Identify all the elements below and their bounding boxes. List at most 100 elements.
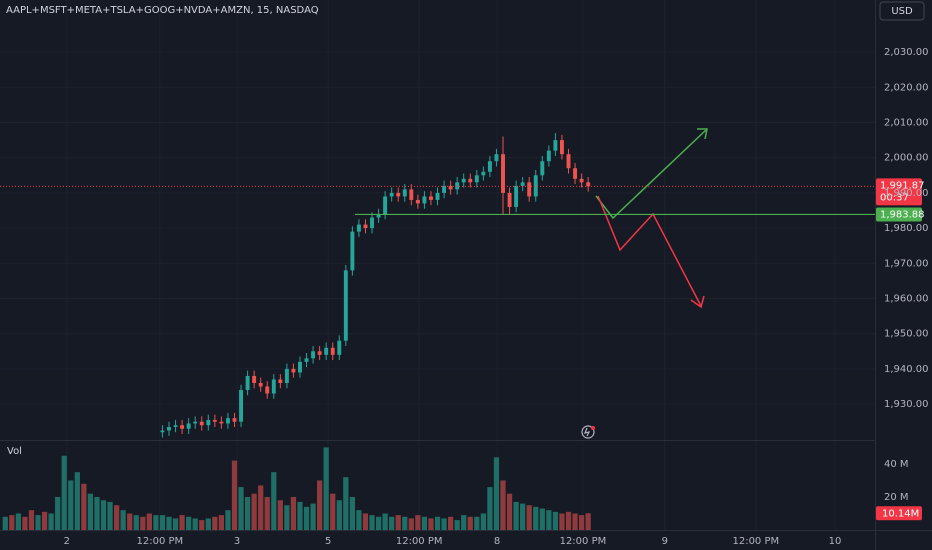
last-volume-box (876, 506, 922, 521)
volume-bar (467, 516, 473, 530)
volume-bar (565, 511, 572, 530)
volume-bar (159, 515, 166, 530)
volume-bar (395, 515, 401, 530)
volume-bar (244, 496, 251, 530)
volume-bar (441, 518, 447, 530)
candle-body (356, 224, 361, 232)
green-arrowhead (697, 128, 708, 140)
volume-bar (500, 480, 506, 530)
volume-bar (480, 513, 486, 530)
volume-bar (585, 513, 591, 530)
level-label-box (876, 207, 922, 222)
volume-bar (330, 493, 336, 530)
candle-body (173, 425, 178, 427)
volume-bar (578, 515, 585, 530)
y-tick-label: 1,930.00 (884, 399, 929, 410)
symbol-title: AAPL+MSFT+META+TSLA+GOOG+NVDA+AMZN, 15, … (6, 5, 319, 16)
volume-bar (120, 510, 126, 530)
candle-body (422, 196, 427, 204)
last-price-box (876, 178, 922, 206)
candle-body (573, 168, 578, 179)
red-projection (597, 195, 702, 307)
volume-bar (146, 513, 152, 530)
volume-bar (186, 516, 192, 530)
volume-bar (258, 485, 264, 530)
volume-bar (55, 496, 61, 530)
volume-bar (297, 501, 303, 530)
candle-body (167, 426, 171, 431)
volume-bar (35, 515, 41, 530)
volume-bar (349, 496, 355, 530)
y-tick-label: 1,950.00 (884, 329, 929, 340)
volume-bar (212, 516, 218, 530)
volume-bar (421, 516, 428, 530)
volume-bar (474, 516, 480, 530)
volume-bar (434, 516, 441, 530)
x-tick-label: 3 (234, 536, 240, 547)
candle-body (415, 199, 420, 204)
last-price-label: 1,991.87 (880, 180, 925, 191)
candle-body (455, 182, 460, 190)
volume-bar (526, 505, 532, 530)
volume-bar (61, 455, 67, 530)
candle-body (206, 419, 211, 426)
candle-body (461, 178, 466, 183)
candle-body (212, 419, 217, 422)
volume-tick-label: 40 M (884, 459, 909, 470)
volume-bar (87, 493, 94, 530)
candle-body (553, 140, 558, 151)
volume-bar (41, 511, 48, 530)
volume-bar (336, 500, 342, 530)
volume-bar (323, 447, 329, 530)
candle-body (396, 192, 401, 197)
candle-body (474, 175, 479, 183)
replay-icon[interactable] (581, 425, 595, 439)
candle-body (225, 418, 230, 424)
volume-bar (461, 515, 467, 530)
volume-bar (454, 520, 460, 530)
volume-bar (94, 496, 100, 530)
volume-bar (9, 515, 15, 530)
currency[interactable]: USD (891, 6, 913, 17)
candle-body (435, 192, 440, 200)
volume-bar (552, 511, 559, 530)
volume-bar (343, 477, 349, 530)
volume-bar (153, 515, 159, 530)
x-tick-label: 12:00 PM (732, 536, 779, 547)
x-tick-label: 8 (494, 536, 500, 547)
candle-body (252, 375, 257, 383)
volume-bar (231, 460, 238, 530)
volume-bar (205, 518, 211, 530)
volume-bar (428, 518, 434, 530)
currency-button[interactable] (879, 1, 925, 21)
candle-body (487, 161, 492, 172)
candle-body (324, 347, 329, 355)
candle-body (376, 214, 381, 218)
candle-body (402, 189, 407, 197)
y-tick-label: 2,010.00 (884, 117, 929, 128)
volume-tick-label: 20 M (884, 492, 909, 503)
candle-body (278, 379, 283, 383)
volume-bar (15, 513, 21, 530)
volume-bar (264, 496, 270, 530)
candle-body (219, 421, 224, 424)
volume-bar (107, 501, 113, 530)
candle-body (258, 382, 263, 387)
volume-bar (127, 513, 133, 530)
candle-body (442, 185, 447, 193)
candle-body (304, 358, 309, 362)
level-label: 1,983.88 (880, 209, 925, 220)
y-tick-label: 2,000.00 (884, 153, 929, 164)
volume-bar (284, 505, 290, 530)
candle-body (245, 375, 250, 391)
candle-body (533, 175, 538, 197)
x-tick-label: 5 (325, 536, 331, 547)
volume-bar (166, 516, 172, 530)
candle-body (566, 154, 571, 169)
last-volume-label: 10.14M (882, 508, 919, 519)
y-tick-label: 2,030.00 (884, 47, 929, 58)
y-tick-label: 1,940.00 (884, 364, 929, 375)
